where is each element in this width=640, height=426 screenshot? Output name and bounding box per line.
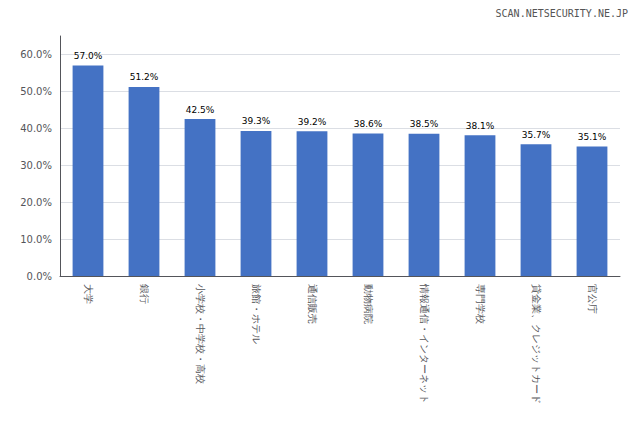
svg-text:39.2%: 39.2%: [298, 117, 327, 127]
svg-text:50.0%: 50.0%: [20, 86, 52, 97]
svg-text:57.0%: 57.0%: [74, 51, 103, 61]
svg-text:20.0%: 20.0%: [20, 197, 52, 208]
svg-text:動物病院: 動物病院: [363, 284, 374, 324]
svg-text:51.2%: 51.2%: [130, 72, 159, 82]
svg-text:情報通信・インターネット: 情報通信・インターネット: [419, 283, 430, 404]
svg-text:小学校・中学校・高校: 小学校・中学校・高校: [195, 284, 206, 384]
svg-text:官公庁: 官公庁: [587, 284, 598, 314]
svg-text:銀行: 銀行: [139, 284, 150, 304]
svg-text:35.1%: 35.1%: [578, 132, 607, 142]
svg-text:10.0%: 10.0%: [20, 234, 52, 245]
svg-text:42.5%: 42.5%: [186, 105, 215, 115]
svg-text:通信販売: 通信販売: [307, 284, 318, 324]
svg-text:貸金業、クレジットカード: 貸金業、クレジットカード: [531, 284, 542, 404]
svg-text:35.7%: 35.7%: [522, 130, 551, 140]
svg-text:39.3%: 39.3%: [242, 116, 271, 126]
svg-text:60.0%: 60.0%: [20, 49, 52, 60]
svg-text:30.0%: 30.0%: [20, 160, 52, 171]
svg-text:専門学校: 専門学校: [475, 284, 486, 324]
svg-text:38.6%: 38.6%: [354, 119, 383, 129]
svg-text:旅館・ホテル: 旅館・ホテル: [251, 284, 262, 344]
svg-text:0.0%: 0.0%: [27, 271, 52, 282]
svg-text:大学: 大学: [83, 284, 94, 304]
svg-text:38.1%: 38.1%: [466, 121, 495, 131]
svg-text:SCAN.NETSECURITY.NE.JP: SCAN.NETSECURITY.NE.JP: [496, 8, 628, 19]
svg-text:38.5%: 38.5%: [410, 119, 439, 129]
svg-text:40.0%: 40.0%: [20, 123, 52, 134]
